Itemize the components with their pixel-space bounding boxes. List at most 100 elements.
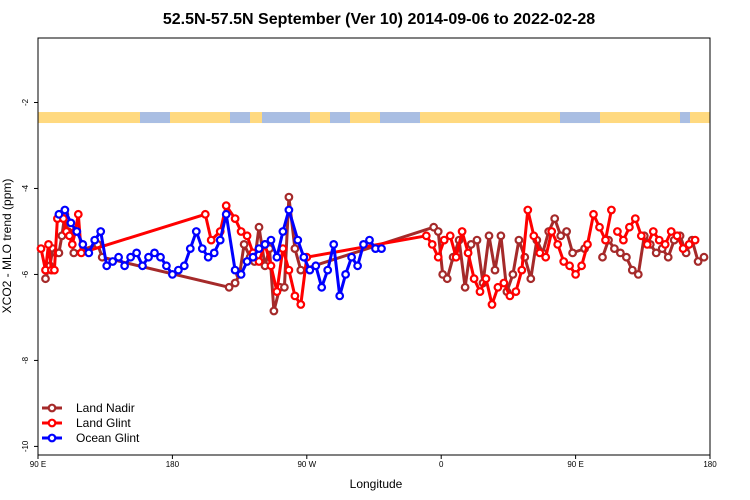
data-point [466,239,476,249]
data-point [108,257,118,266]
data-point [583,239,592,249]
data-point [445,231,455,241]
legend-swatch-marker [47,418,57,428]
data-point [272,287,282,297]
data-point [460,282,470,292]
data-point [236,227,246,236]
data-point [490,265,500,275]
x-axis: 90 E 180 90 W 0 90 E 180 [30,455,717,469]
data-point [50,265,59,275]
data-point [102,261,112,271]
data-point [126,252,136,262]
ocean-segment [330,112,350,124]
data-point [173,265,183,275]
data-point [433,227,443,236]
legend-swatch-marker [47,403,57,413]
data-point [625,222,634,232]
x-tick-label: 180 [166,460,180,469]
data-point [442,274,452,284]
data-point [562,227,571,236]
data-point [284,205,294,215]
y-tick-label: -10 [21,440,30,452]
data-point [254,244,264,254]
data-point [280,282,289,292]
data-point [260,239,270,249]
data-point [335,291,345,301]
data-point [221,201,231,211]
data-point [654,235,664,245]
x-tick-label: 180 [703,460,717,469]
data-point [601,235,610,245]
x-tick-label: 0 [439,460,444,469]
data-point [242,231,252,241]
y-tick-label: -6 [21,270,30,278]
ocean-segment [140,112,170,124]
data-point [197,244,207,254]
ocean-segment [680,112,690,124]
data-point [663,252,673,262]
data-point [54,209,64,219]
data-point [73,209,83,219]
data-point [622,252,631,262]
data-point [329,239,339,249]
legend-label: Land Nadir [76,401,135,415]
data-point [224,282,234,292]
data-point [185,244,195,254]
ocean-segment [230,112,250,124]
data-point [568,248,577,258]
data-point [221,209,231,219]
data-point [550,214,560,224]
legend-label: Ocean Glint [76,431,140,445]
data-point [529,231,539,241]
data-point [290,291,300,301]
data-point [120,261,129,271]
y-tick-label: -4 [21,184,30,192]
data-point [648,227,658,236]
y-tick-label: -2 [21,98,30,106]
data-point [266,235,276,245]
data-point [179,261,189,271]
data-point [269,306,279,316]
data-point [144,252,153,262]
data-point [209,248,219,258]
data-point [299,252,309,262]
data-point [254,257,264,266]
data-point [64,231,74,241]
data-point [138,261,147,271]
data-point [493,282,503,292]
data-point [526,274,536,284]
y-axis-label: XCO2 - MLO trend (ppm) [0,179,14,314]
data-point [278,227,288,236]
data-point [296,265,306,275]
data-point [254,222,264,232]
data-point [341,270,351,279]
data-point [96,227,106,236]
data-point [191,227,201,236]
data-point [481,274,491,284]
data-point [589,209,598,219]
data-point [72,227,82,236]
data-point [69,248,79,258]
data-point [76,248,86,258]
x-tick-label: 90 W [297,460,316,469]
data-point [41,274,50,284]
legend-swatch-marker [47,433,57,443]
data-point [266,261,276,271]
data-point [156,252,165,262]
data-point [236,270,246,279]
data-point [598,252,607,262]
data-point [642,239,652,249]
data-point [114,252,123,262]
series-group [36,192,709,316]
data-point [377,244,386,254]
x-tick-label: 90 E [30,460,46,469]
data-point [666,227,676,236]
y-axis: -2 -4 -6 -8 -10 [21,98,38,452]
data-point [463,248,473,258]
data-point [433,252,443,262]
data-point [619,235,628,245]
data-point [284,192,294,202]
land-mask-band [38,112,710,124]
data-point [230,214,240,224]
